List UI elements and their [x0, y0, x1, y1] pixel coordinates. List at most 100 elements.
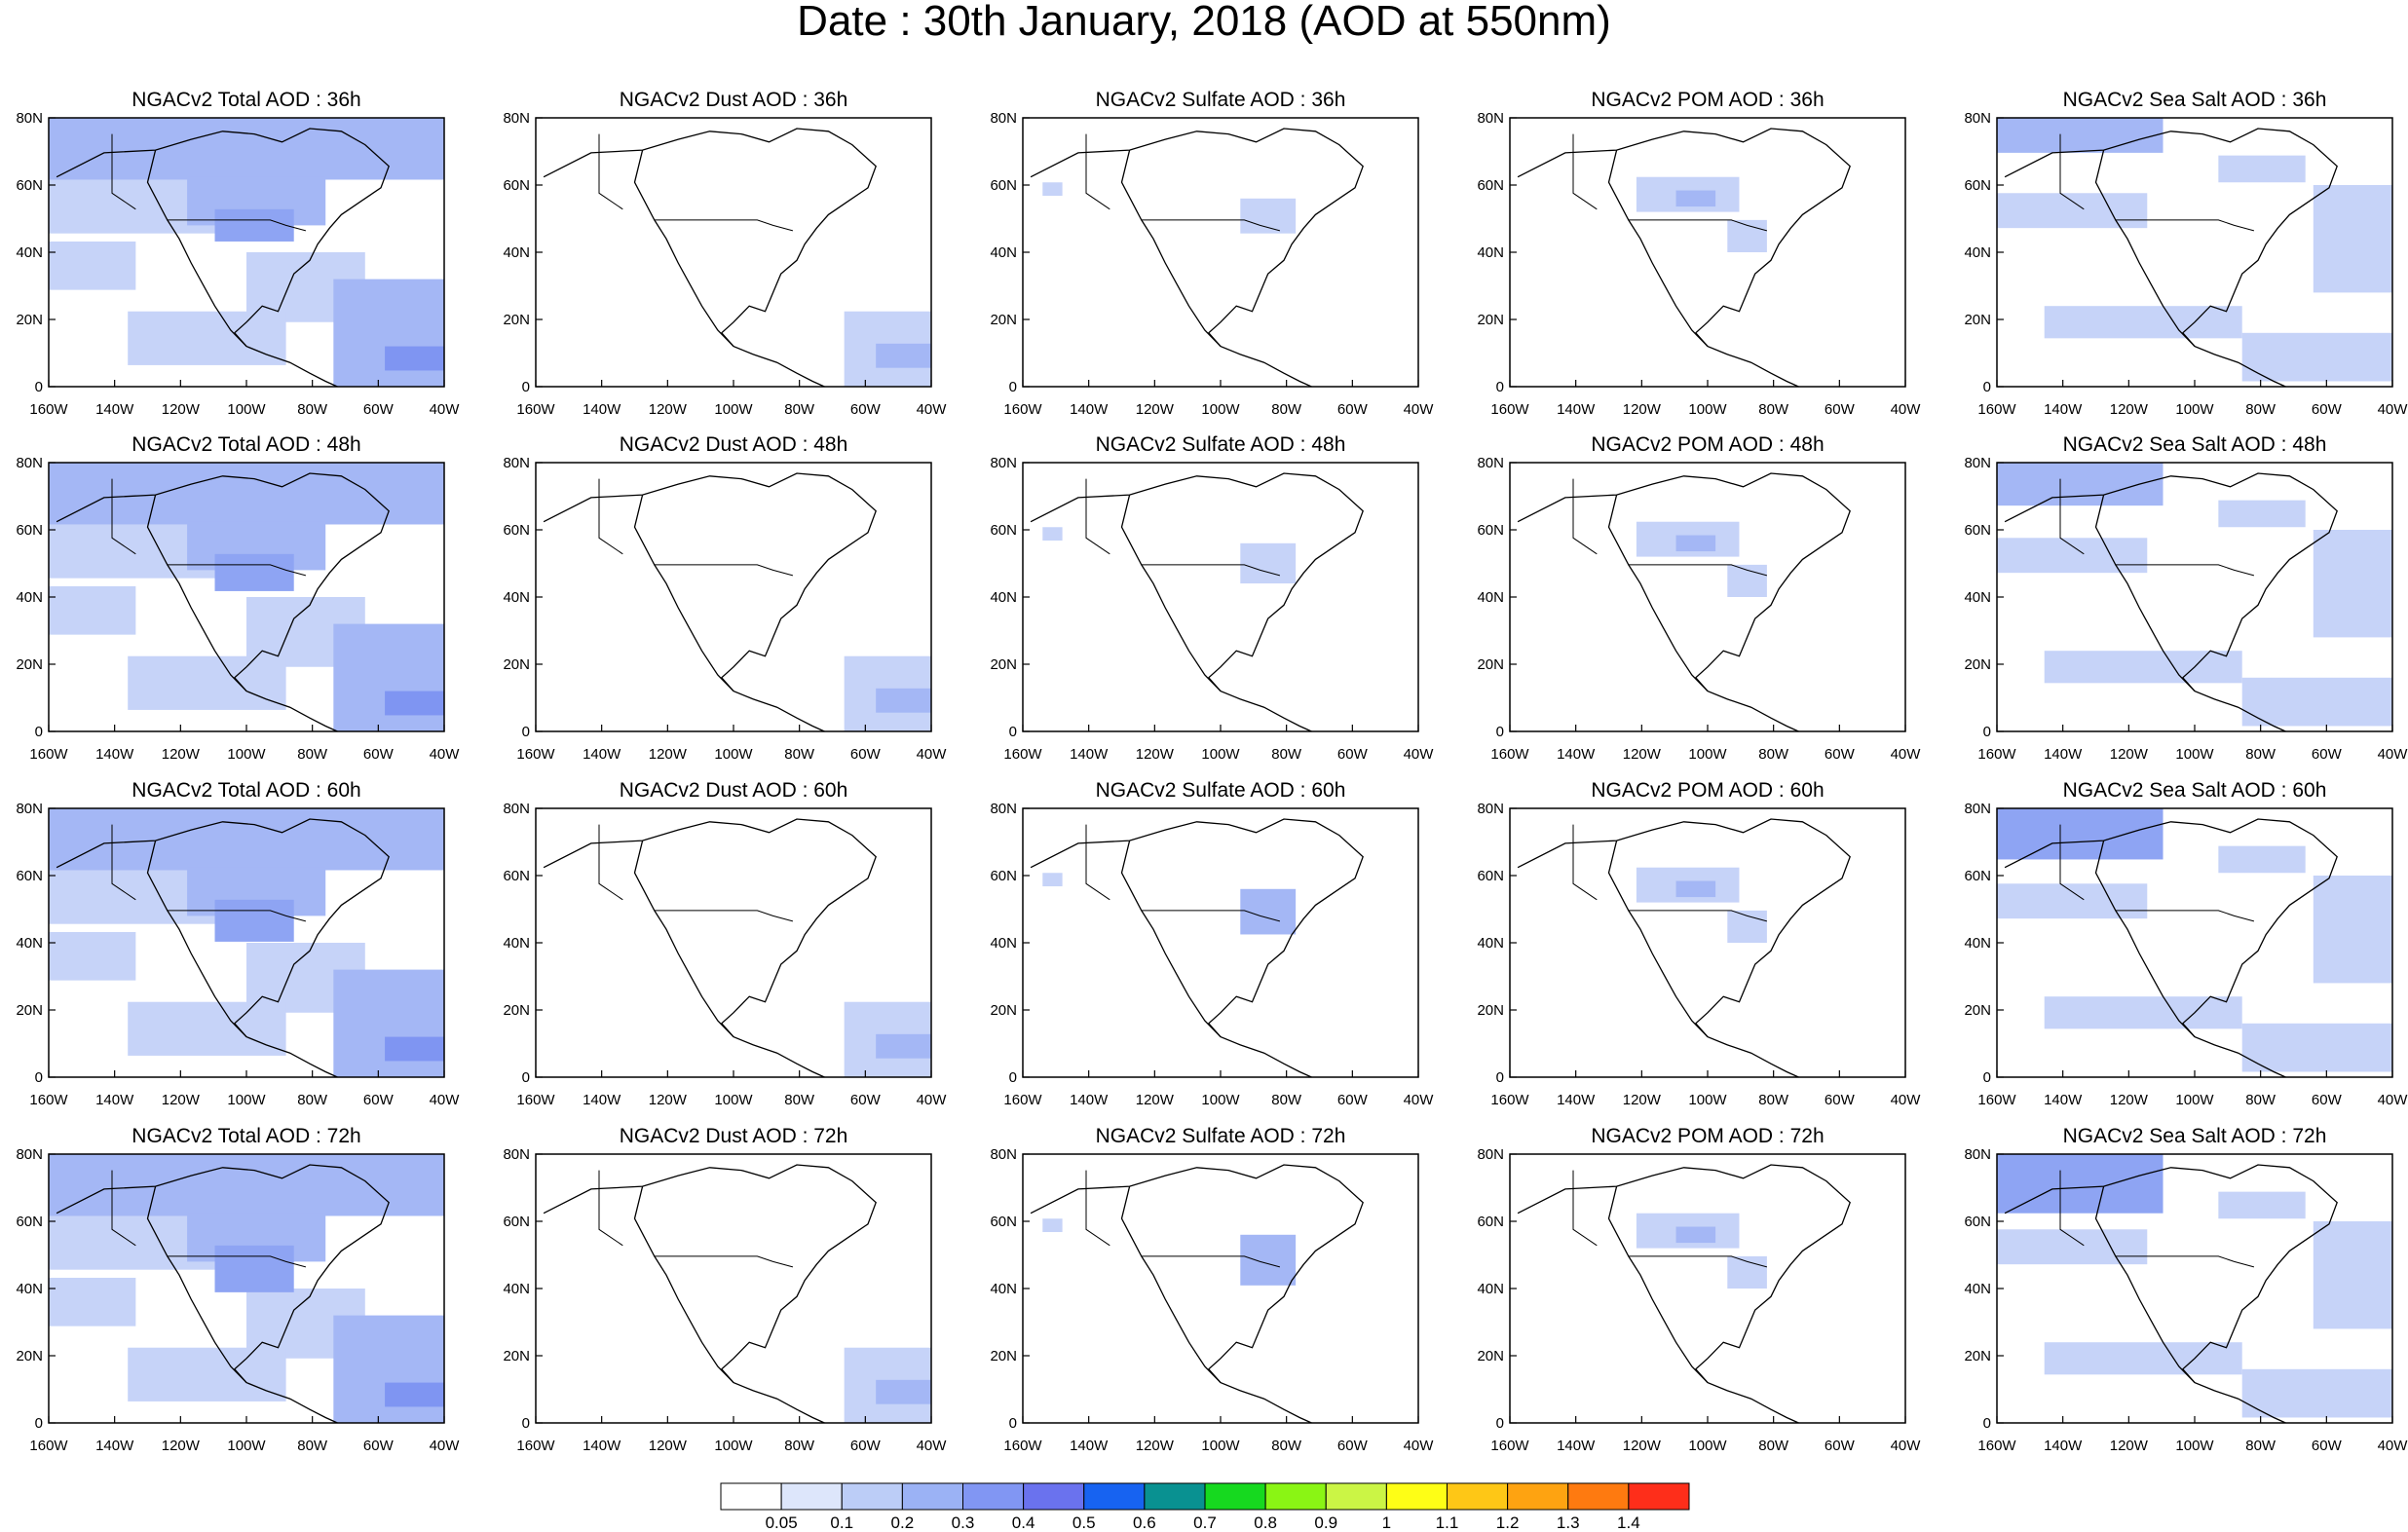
lon-tick-label: 100W — [227, 401, 266, 418]
aod-shading-3 — [49, 585, 136, 635]
coastline — [2094, 149, 2196, 348]
aod-shading-1 — [1997, 193, 2148, 229]
aod-shading-6 — [385, 1036, 444, 1062]
aod-shading-0 — [49, 808, 444, 871]
colorbar-swatch-3 — [901, 1482, 963, 1511]
lon-tick-label: 120W — [2110, 1438, 2149, 1454]
aod-shading-1 — [876, 1033, 931, 1059]
coastline — [1607, 1185, 1709, 1384]
map-frame — [535, 1153, 932, 1424]
lat-tick-label: 40N — [990, 1281, 1017, 1297]
colorbar-label-7: 0.7 — [1193, 1513, 1217, 1532]
colorbar-label-6: 0.6 — [1133, 1513, 1156, 1532]
coastline — [1607, 840, 1709, 1038]
lon-tick-label: 100W — [2175, 401, 2214, 418]
lat-tick-label: 20N — [503, 1348, 530, 1364]
lat-tick-label: 0 — [35, 724, 43, 740]
lon-tick-label: 140W — [1070, 746, 1109, 763]
lat-tick-label: 80N — [503, 455, 530, 471]
country-border — [654, 910, 794, 922]
country-border — [111, 133, 136, 210]
colorbar-swatch-7 — [1144, 1482, 1206, 1511]
colorbar-swatch-6 — [1083, 1482, 1146, 1511]
lat-tick-label: 60N — [503, 522, 530, 539]
lat-tick-label: 80N — [990, 110, 1017, 127]
panel-title-dust-0: NGACv2 Dust AOD : 36h — [619, 89, 848, 111]
aod-shading-1 — [1675, 880, 1716, 898]
panel-title-total-2: NGACv2 Total AOD : 60h — [132, 779, 361, 802]
lon-tick-label: 60W — [2312, 1092, 2343, 1108]
country-border — [1628, 219, 1768, 232]
country-border — [167, 219, 307, 232]
lat-tick-label: 0 — [35, 1415, 43, 1432]
lat-tick-label: 20N — [16, 1348, 43, 1364]
map-frame — [1022, 1153, 1419, 1424]
map-frame — [1022, 807, 1419, 1078]
aod-shading-7 — [128, 1001, 286, 1056]
lat-tick-label: 40N — [990, 244, 1017, 261]
lat-tick-label: 0 — [1009, 1069, 1017, 1086]
panel-title-total-3: NGACv2 Total AOD : 72h — [132, 1125, 361, 1147]
coastline — [1607, 494, 1709, 692]
lat-tick-label: 80N — [16, 455, 43, 471]
lon-tick-label: 120W — [162, 1438, 201, 1454]
lat-tick-label: 40N — [16, 935, 43, 952]
lat-tick-label: 60N — [1477, 868, 1504, 884]
aod-shading-7 — [128, 655, 286, 710]
lon-tick-label: 160W — [1490, 746, 1529, 763]
lon-tick-label: 140W — [583, 1438, 621, 1454]
lat-tick-label: 40N — [990, 589, 1017, 606]
aod-shading-5 — [333, 623, 444, 731]
panel-title-sulfate-1: NGACv2 Sulfate AOD : 48h — [1095, 433, 1346, 456]
aod-shading-2 — [187, 1213, 326, 1262]
lat-tick-label: 60N — [16, 1214, 43, 1230]
country-border — [1141, 219, 1281, 232]
lon-tick-label: 40W — [2378, 746, 2408, 763]
lat-tick-label: 20N — [1964, 1002, 1991, 1019]
panel-title-seasalt-0: NGACv2 Sea Salt AOD : 36h — [2062, 89, 2327, 111]
lat-tick-label: 20N — [1477, 656, 1504, 673]
lon-tick-label: 140W — [2044, 746, 2083, 763]
lon-tick-label: 40W — [1404, 1438, 1435, 1454]
panel-title-pom-1: NGACv2 POM AOD : 48h — [1591, 433, 1825, 456]
lat-tick-label: 40N — [1964, 244, 1991, 261]
colorbar-label-5: 0.5 — [1072, 1513, 1096, 1532]
lat-tick-label: 80N — [16, 1146, 43, 1163]
lat-tick-label: 80N — [16, 110, 43, 127]
lon-tick-label: 60W — [850, 1438, 882, 1454]
lon-tick-label: 40W — [430, 1438, 461, 1454]
lon-tick-label: 140W — [95, 401, 134, 418]
lat-tick-label: 20N — [1477, 312, 1504, 328]
aod-shading-8 — [214, 899, 294, 942]
lon-tick-label: 40W — [1891, 746, 1922, 763]
aod-shading-0 — [1240, 542, 1297, 584]
aod-shading-2 — [1727, 910, 1767, 943]
aod-shading-1 — [1675, 190, 1716, 207]
aod-shading-4 — [246, 1289, 365, 1359]
country-border — [111, 1170, 136, 1247]
aod-shading-3 — [49, 1277, 136, 1326]
country-border — [2059, 1170, 2085, 1247]
aod-shading-1 — [876, 1379, 931, 1404]
aod-shading-0 — [1997, 463, 2163, 506]
lat-tick-label: 0 — [522, 1415, 530, 1432]
country-border — [654, 219, 794, 232]
lat-tick-label: 40N — [16, 244, 43, 261]
country-border — [1572, 1170, 1598, 1247]
coastline — [146, 1185, 247, 1384]
country-border — [1628, 564, 1768, 577]
map-frame — [1509, 117, 1906, 388]
country-border — [598, 1170, 623, 1247]
lat-tick-label: 20N — [1964, 1348, 1991, 1364]
aod-shading-8 — [214, 1245, 294, 1292]
colorbar-label-3: 0.3 — [951, 1513, 975, 1532]
panel-title-total-0: NGACv2 Total AOD : 36h — [132, 89, 361, 111]
map-frame — [535, 117, 932, 388]
coastline — [146, 494, 247, 692]
aod-shading-1 — [1997, 1229, 2148, 1265]
